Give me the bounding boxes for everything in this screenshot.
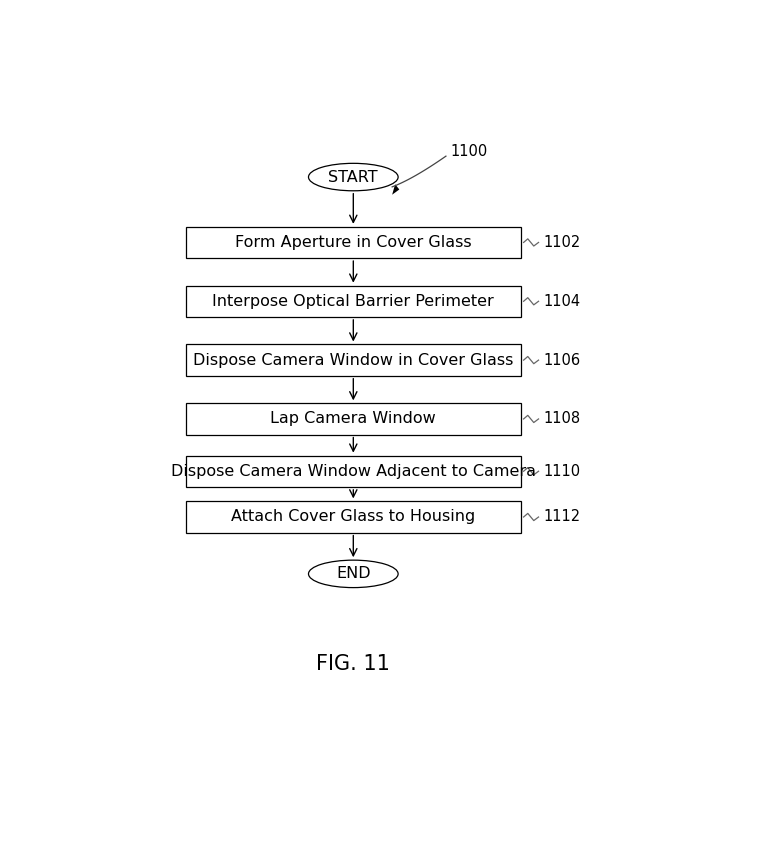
FancyBboxPatch shape xyxy=(186,501,520,532)
FancyBboxPatch shape xyxy=(186,345,520,376)
Text: 1112: 1112 xyxy=(544,509,581,525)
Text: START: START xyxy=(328,170,378,184)
Text: Lap Camera Window: Lap Camera Window xyxy=(271,412,436,426)
Text: Dispose Camera Window Adjacent to Camera: Dispose Camera Window Adjacent to Camera xyxy=(171,464,536,479)
Text: END: END xyxy=(336,566,371,582)
Text: 1100: 1100 xyxy=(451,144,488,159)
Text: 1110: 1110 xyxy=(544,464,581,479)
Text: 1104: 1104 xyxy=(544,294,581,309)
FancyBboxPatch shape xyxy=(186,227,520,258)
Ellipse shape xyxy=(308,560,398,588)
FancyBboxPatch shape xyxy=(186,285,520,317)
FancyBboxPatch shape xyxy=(186,456,520,487)
Text: 1108: 1108 xyxy=(544,412,581,426)
Ellipse shape xyxy=(308,163,398,191)
Text: Attach Cover Glass to Housing: Attach Cover Glass to Housing xyxy=(231,509,476,525)
Text: Interpose Optical Barrier Perimeter: Interpose Optical Barrier Perimeter xyxy=(213,294,494,309)
Polygon shape xyxy=(392,184,399,194)
Text: 1102: 1102 xyxy=(544,235,581,250)
Text: 1106: 1106 xyxy=(544,352,581,368)
FancyBboxPatch shape xyxy=(186,403,520,435)
Text: FIG. 11: FIG. 11 xyxy=(316,654,390,674)
Text: Dispose Camera Window in Cover Glass: Dispose Camera Window in Cover Glass xyxy=(193,352,513,368)
Text: Form Aperture in Cover Glass: Form Aperture in Cover Glass xyxy=(235,235,472,250)
